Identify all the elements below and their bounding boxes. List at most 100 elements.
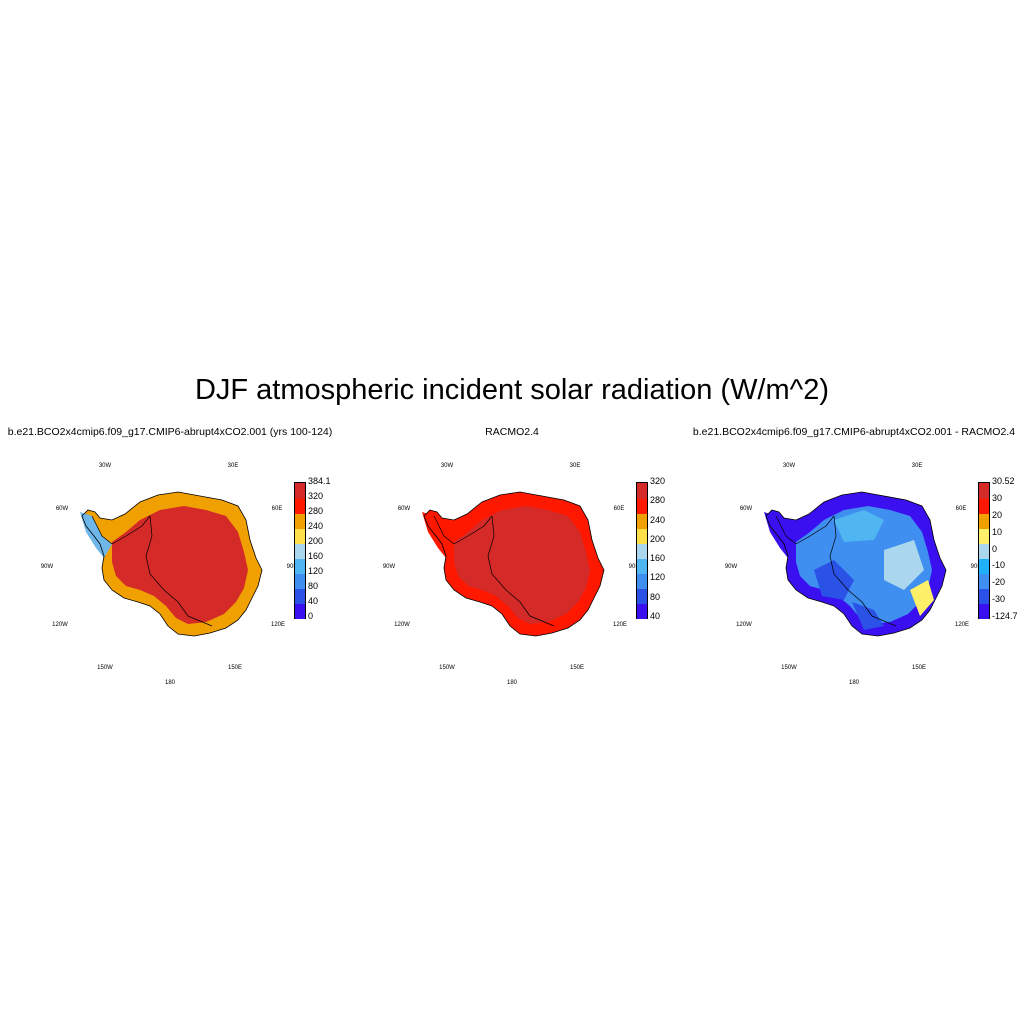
colorbar-segment [979,498,989,514]
antarctica-map: 30W 30E 60W 60E 90W 90E 120W 120E 150W 150E 180 [41,463,298,686]
coastline [81,491,263,637]
colorbar-segment [979,513,989,529]
longitude-label: 150W [97,665,113,671]
antarctica-map: 30W 30E 60W 60E 90W 90E 120W 120E 150W 150E 180 [725,463,982,686]
colorbar-segment [295,588,305,604]
colorbar-label: -20 [992,577,1006,588]
colorbar-label: 30 [992,492,1003,503]
colorbar-label: 160 [650,553,666,564]
longitude-label: 60W [56,506,69,512]
colorbar-label: 384.1 [308,476,331,486]
peninsula-field [764,512,796,558]
colorbar-label: 320 [650,476,666,486]
colorbar-label: 280 [650,495,666,506]
longitude-label: 30W [783,463,796,469]
longitude-label: 180 [507,680,518,686]
longitude-label: 60E [272,506,283,512]
colorbar-segment [979,528,989,544]
continent-interior-field [796,506,932,624]
colorbar-segment [637,603,647,619]
colorbar-segment [637,498,647,514]
colorbar-segment [295,528,305,544]
colorbar-label: 120 [308,566,324,576]
colorbar-label: 40 [650,611,661,621]
colorbar-segment [979,603,989,619]
longitude-label: 120E [613,622,627,628]
peninsula-field [422,512,454,558]
antarctica-map: 30W 30E 60W 60E 90W 90E 120W 120E 150W 150E 180 [383,463,640,686]
colorbar-segment [295,603,305,619]
longitude-label: 90W [41,564,54,570]
difference-patch [834,510,884,542]
colorbar-label: -124.7 [992,611,1018,621]
longitude-label: 120W [736,622,752,628]
colorbar [294,482,306,619]
colorbar-segment [295,483,305,499]
longitude-label: 90W [725,564,738,570]
colorbar-segment [295,513,305,529]
panel-title: b.e21.BCO2x4cmip6.f09_g17.CMIP6-abrupt4x… [692,426,1016,438]
longitude-label: 30W [99,463,112,469]
colorbar-segment [637,483,647,499]
difference-patch [852,602,884,630]
colorbar-segment [979,588,989,604]
colorbar [978,482,990,619]
difference-patch [910,580,934,616]
longitude-label: 90W [383,564,396,570]
colorbar-label: 240 [650,514,666,525]
colorbar-segment [295,498,305,514]
colorbar-segment [637,588,647,604]
colorbar-label: 320 [308,491,324,501]
colorbar-segment [979,573,989,589]
longitude-label: 150E [570,665,584,671]
panel-title: RACMO2.4 [485,426,539,438]
colorbar-label: 20 [992,509,1003,520]
colorbar-segment [979,558,989,574]
longitude-label: 60E [956,506,967,512]
panel-racmo: RACMO2.4 30W 30E 60W 60E 90W 90E 120W 120E 150W 1… [342,420,682,686]
longitude-label: 60E [614,506,625,512]
colorbar-label: 40 [308,596,319,606]
colorbar-segment [295,543,305,559]
colorbar-label: 200 [650,533,666,544]
colorbar-segment [295,573,305,589]
grounding-line [775,515,897,627]
colorbar-label: 120 [650,572,666,583]
colorbar-label: 0 [308,611,314,621]
panel-model: b.e21.BCO2x4cmip6.f09_g17.CMIP6-abrupt4x… [0,420,340,686]
colorbar-label: 80 [308,581,319,591]
longitude-label: 120E [271,622,285,628]
colorbar-segment [295,558,305,574]
continent-interior-field [454,506,590,624]
colorbar-label: 280 [308,506,324,516]
longitude-label: 90E [287,564,298,570]
colorbar-label: -30 [992,594,1006,605]
longitude-label: 30E [570,463,581,469]
longitude-label: 30E [228,463,239,469]
colorbar-segment [637,528,647,544]
grounding-line [91,515,213,627]
colorbar-segment [637,513,647,529]
longitude-label: 90E [971,564,982,570]
peninsula-field [80,512,112,558]
continent-interior-field [112,506,248,624]
longitude-label: 150W [439,665,455,671]
longitude-label: 60W [740,506,753,512]
colorbar-label: -10 [992,560,1006,571]
longitude-label: 120W [52,622,68,628]
colorbar-label: 80 [650,591,661,602]
longitude-label: 30E [912,463,923,469]
panel-title: b.e21.BCO2x4cmip6.f09_g17.CMIP6-abrupt4x… [7,426,333,438]
longitude-label: 180 [849,680,860,686]
panel-difference: b.e21.BCO2x4cmip6.f09_g17.CMIP6-abrupt4x… [684,420,1024,686]
colorbar-segment [637,543,647,559]
colorbar-label: 10 [992,526,1003,537]
difference-patch [814,560,854,600]
colorbar [636,482,648,619]
colorbar-label: 240 [308,521,324,531]
colorbar-label: 30.52 [992,476,1015,486]
longitude-label: 60W [398,506,411,512]
coastline [423,491,605,637]
colorbar-label: 0 [992,543,998,554]
longitude-label: 150E [228,665,242,671]
